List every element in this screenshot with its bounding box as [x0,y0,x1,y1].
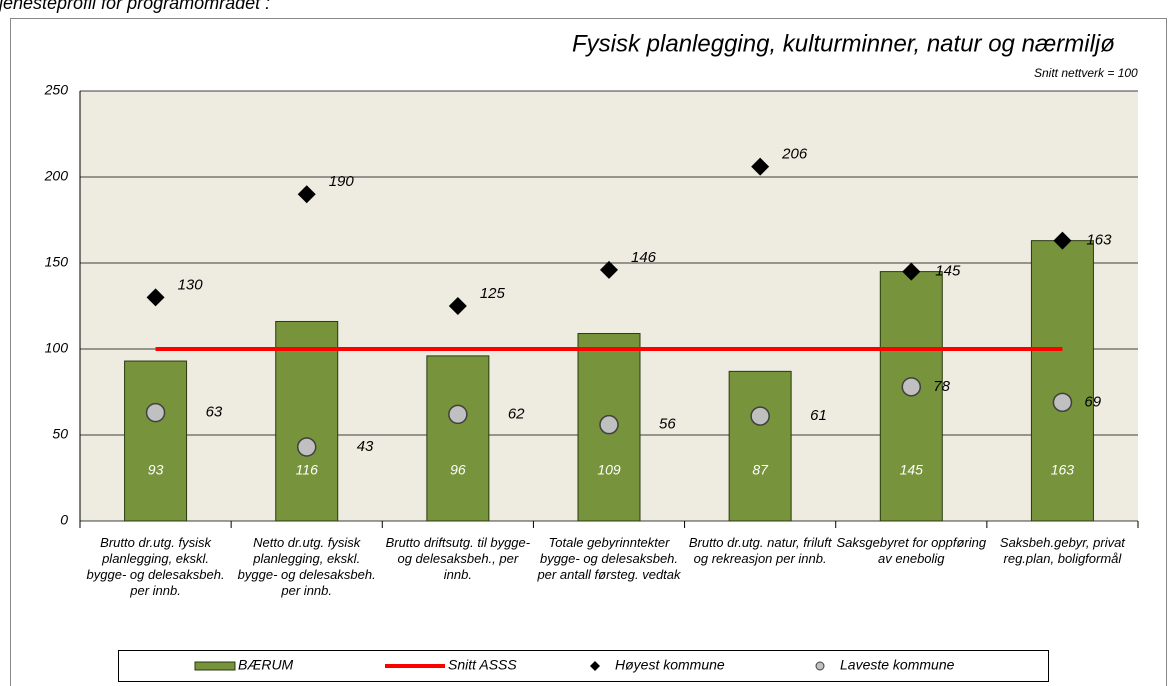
y-tick-label: 150 [45,254,69,270]
legend-label: Høyest kommune [615,657,725,673]
low-label: 62 [508,405,525,422]
x-tick-label: Totale gebyrinntekter bygge- og delesaks… [537,535,681,582]
high-marker [297,185,316,204]
high-label: 145 [935,263,961,280]
x-tick-label: Brutto driftsutg. til bygge- og delesaks… [385,535,531,582]
legend-swatch [815,661,825,671]
low-marker [296,437,317,457]
bar-label: 145 [900,462,924,478]
low-label: 43 [357,438,374,455]
chart-title: Fysisk planlegging, kulturminner, natur … [572,30,1115,57]
low-label: 78 [933,378,950,395]
high-label: 190 [329,173,355,190]
bar-label: 163 [1051,462,1075,478]
legend-box [118,650,1049,682]
low-label: 61 [810,407,827,424]
high-label: 206 [781,146,808,163]
legend-label: Laveste kommune [840,657,955,673]
low-marker [448,404,468,425]
y-tick-label: 250 [44,82,69,98]
high-marker [146,288,165,307]
legend-label: BÆRUM [238,657,294,673]
high-label: 125 [480,285,506,302]
bar [426,355,490,522]
high-label: 146 [631,249,657,266]
high-marker [600,260,618,279]
high-marker [1053,231,1072,250]
low-marker [145,402,166,423]
x-tick-label: Saksbeh.gebyr, privat reg.plan, boligfor… [999,535,1125,566]
y-tick-label: 100 [45,340,69,356]
low-marker [1052,392,1073,413]
legend-label: Snitt ASSS [448,657,517,673]
low-marker [901,377,922,397]
bar [728,370,792,522]
bar-label: 109 [597,462,621,478]
x-tick-label: Netto dr.utg. fysisk planlegging, ekskl.… [237,535,376,598]
y-tick-label: 200 [44,168,69,184]
bar [275,320,339,522]
low-marker [599,414,619,435]
high-marker [902,262,921,281]
high-label: 163 [1086,232,1112,249]
bar [1030,240,1094,522]
x-tick-label: Saksgebyret for oppføring av enebolig [836,535,987,566]
bar [124,360,188,522]
bar-label: 96 [450,462,466,478]
x-tick-label: Brutto dr.utg. natur, friluft og rekreas… [688,535,832,566]
bar-label: 116 [296,462,319,478]
bar-label: 87 [752,462,769,478]
legend-swatch [194,661,236,671]
low-label: 63 [206,404,223,421]
low-marker [750,406,770,426]
header: tjenesteprofil for programområdet : [0,0,270,13]
legend-swatch [590,661,600,671]
y-tick-label: 50 [52,426,68,442]
low-label: 69 [1084,393,1101,410]
x-tick-label: Brutto dr.utg. fysisk planlegging, ekskl… [86,535,225,598]
high-marker [751,157,770,176]
y-tick-label: 0 [60,512,68,528]
low-label: 56 [659,416,676,433]
bar-label: 93 [148,462,164,478]
high-label: 130 [178,276,204,293]
high-marker [448,297,467,315]
chart-subtitle: Snitt nettverk = 100 [1034,66,1138,80]
